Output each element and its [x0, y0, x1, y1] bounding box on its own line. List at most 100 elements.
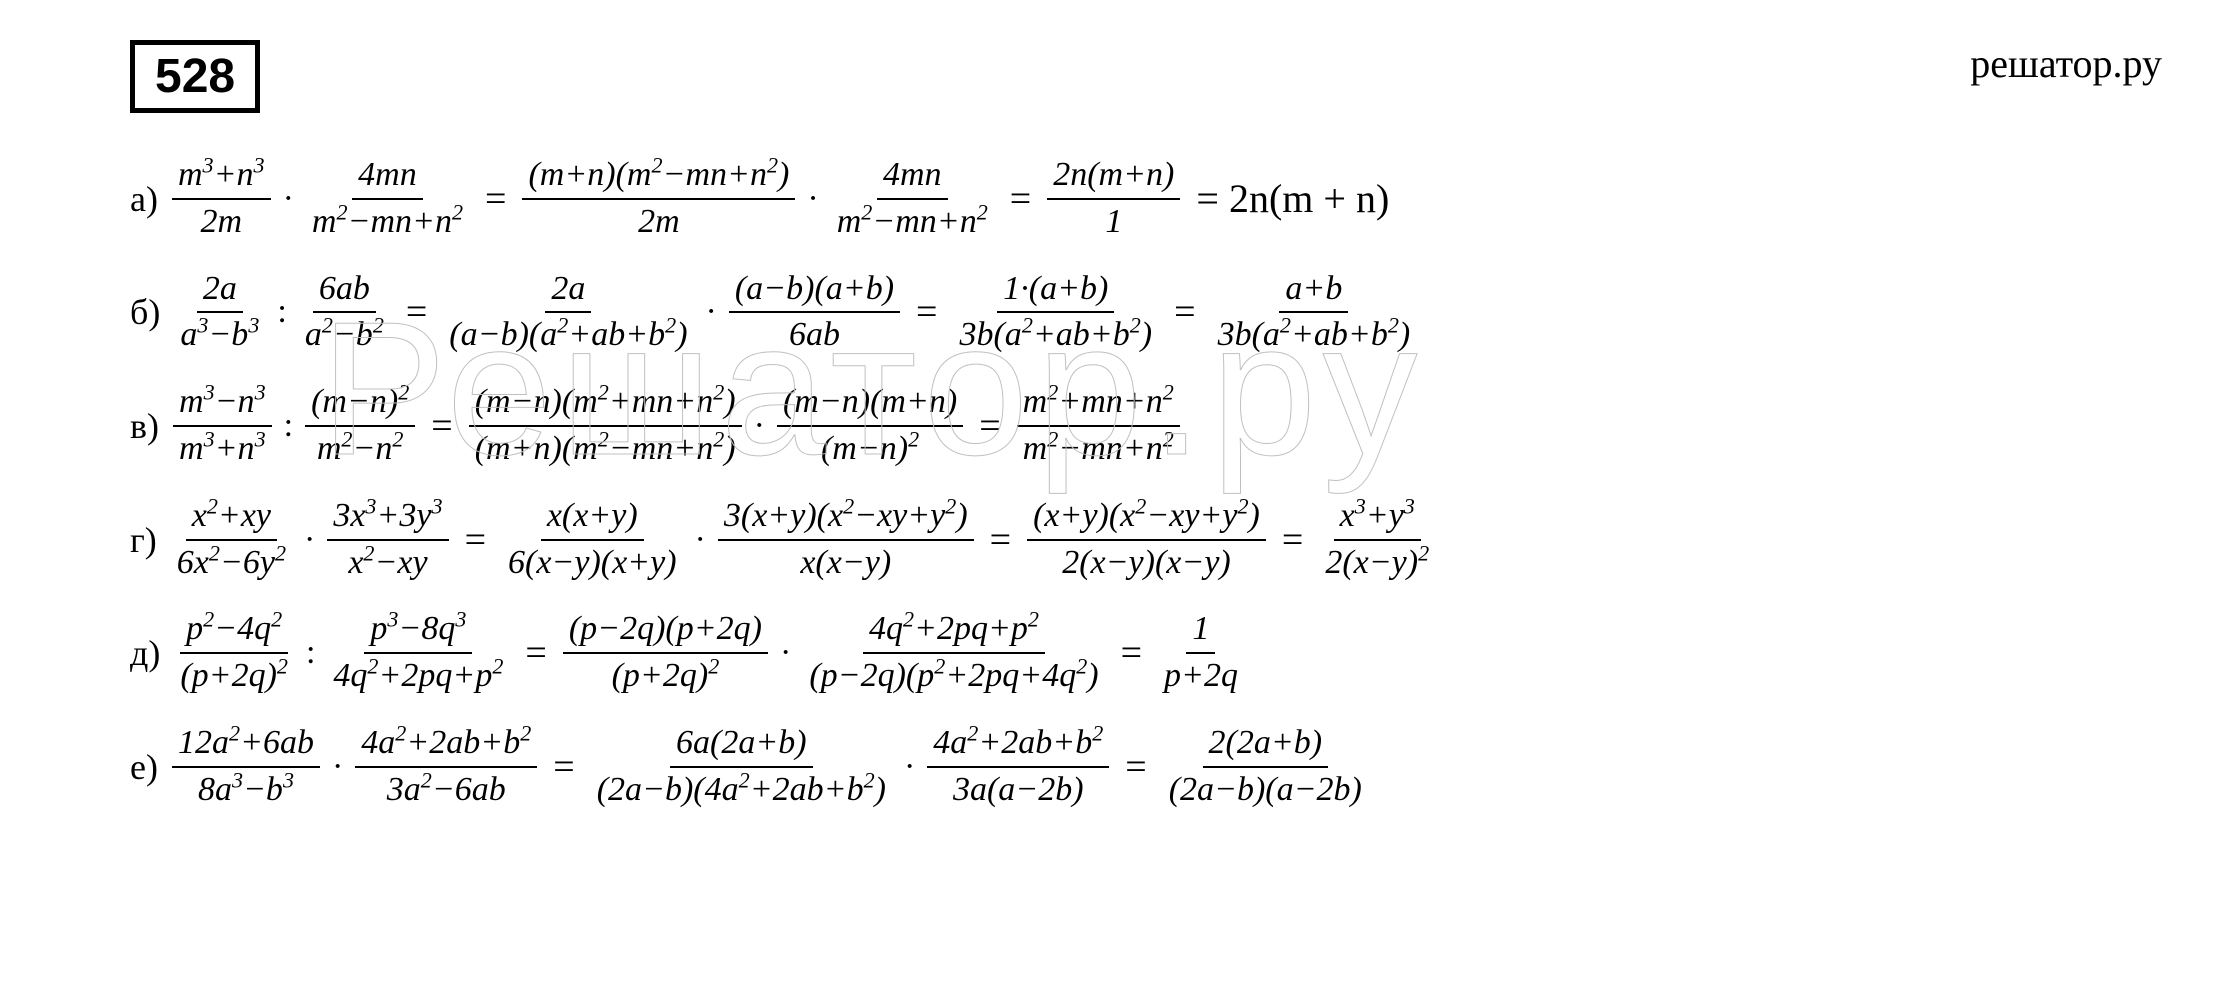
fraction: 2n(m+n)1 — [1047, 153, 1180, 245]
fraction-denominator: 2(x−y)2 — [1319, 541, 1435, 586]
equals-sign: = — [511, 631, 560, 675]
equals-sign: = — [417, 404, 466, 448]
result-expression: = 2n(m + n) — [1182, 175, 1389, 222]
equation-label: а) — [130, 178, 158, 220]
fraction-denominator: x(x−y) — [794, 541, 897, 586]
fraction-denominator: m3+n3 — [173, 427, 272, 472]
fraction: 12a2+6ab8a3−b3 — [172, 721, 320, 813]
operator: · — [322, 748, 353, 786]
fraction-numerator: 4mn — [352, 153, 423, 200]
fraction: 2(2a+b)(2a−b)(a−2b) — [1163, 721, 1368, 813]
fraction-numerator: 2a — [545, 267, 591, 314]
fraction-numerator: x(x+y) — [541, 494, 644, 541]
fraction-denominator: p+2q — [1158, 654, 1244, 699]
fraction-numerator: 6a(2a+b) — [670, 721, 813, 768]
equals-sign: = — [392, 290, 441, 334]
fraction-numerator: (m−n)2 — [305, 380, 415, 427]
fraction-numerator: 3(x+y)(x2−xy+y2) — [718, 494, 974, 541]
fraction-denominator: m2−mn+n2 — [1017, 427, 1180, 472]
equation-row: а)m3+n32m·4mnm2−mn+n2=(m+n)(m2−mn+n2)2m·… — [130, 153, 2092, 245]
fraction-numerator: m3+n3 — [172, 153, 271, 200]
fraction: x(x+y)6(x−y)(x+y) — [502, 494, 683, 586]
fraction: x3+y32(x−y)2 — [1319, 494, 1435, 586]
fraction: (m−n)(m+n)(m−n)2 — [777, 380, 963, 472]
fraction: 3(x+y)(x2−xy+y2)x(x−y) — [718, 494, 974, 586]
operator: · — [894, 748, 925, 786]
fraction-numerator: 2n(m+n) — [1047, 153, 1180, 200]
fraction-numerator: 6ab — [313, 267, 376, 314]
fraction-denominator: 4q2+2pq+p2 — [327, 654, 509, 699]
operator: · — [696, 293, 727, 331]
fraction-denominator: a3−b3 — [174, 313, 265, 358]
page-container: решатор.ру 528 Решатор.ру а)m3+n32m·4mnm… — [0, 0, 2222, 992]
fraction-numerator: (m−n)(m2+mn+n2) — [469, 380, 742, 427]
fraction: 4a2+2ab+b23a2−6ab — [355, 721, 537, 813]
fraction-numerator: (m−n)(m+n) — [777, 380, 963, 427]
fraction-numerator: (x+y)(x2−xy+y2) — [1027, 494, 1266, 541]
fraction-denominator: (p+2q)2 — [174, 654, 294, 699]
fraction: 6a(2a+b)(2a−b)(4a2+2ab+b2) — [591, 721, 892, 813]
fraction-numerator: a+b — [1279, 267, 1348, 314]
fraction: (m+n)(m2−mn+n2)2m — [522, 153, 795, 245]
equation-row: б)2aa3−b3:6aba2−b2=2a(a−b)(a2+ab+b2)·(a−… — [130, 267, 2092, 359]
equals-sign: = — [1107, 631, 1156, 675]
fraction-denominator: 6(x−y)(x+y) — [502, 541, 683, 586]
equation-row: д)p2−4q2(p+2q)2:p3−8q34q2+2pq+p2=(p−2q)(… — [130, 607, 2092, 699]
equation-label: д) — [130, 632, 160, 674]
equation-label: в) — [130, 405, 159, 447]
fraction-denominator: 3b(a2+ab+b2) — [953, 313, 1158, 358]
fraction-numerator: 1 — [1186, 607, 1215, 654]
equation-label: е) — [130, 746, 158, 788]
fraction-numerator: p2−4q2 — [180, 607, 288, 654]
fraction-denominator: 3a2−6ab — [381, 768, 512, 813]
fraction-denominator: m2−n2 — [311, 427, 410, 472]
fraction-numerator: p3−8q3 — [364, 607, 472, 654]
fraction: 1·(a+b)3b(a2+ab+b2) — [953, 267, 1158, 359]
equals-sign: = — [471, 177, 520, 221]
fraction: 4q2+2pq+p2(p−2q)(p2+2pq+4q2) — [803, 607, 1104, 699]
fraction: 1p+2q — [1158, 607, 1244, 699]
fraction-denominator: (m+n)(m2−mn+n2) — [469, 427, 742, 472]
equation-row: г)x2+xy6x2−6y2·3x3+3y3x2−xy=x(x+y)6(x−y)… — [130, 494, 2092, 586]
equals-sign: = — [965, 404, 1014, 448]
fraction: 2a(a−b)(a2+ab+b2) — [443, 267, 693, 359]
equals-sign: = — [539, 745, 588, 789]
fraction: 4mnm2−mn+n2 — [306, 153, 469, 245]
fraction-denominator: (p−2q)(p2+2pq+4q2) — [803, 654, 1104, 699]
operator: : — [267, 293, 296, 331]
fraction: 6aba2−b2 — [299, 267, 390, 359]
fraction-numerator: 4a2+2ab+b2 — [355, 721, 537, 768]
fraction-denominator: m2−mn+n2 — [831, 200, 994, 245]
fraction: x2+xy6x2−6y2 — [171, 494, 292, 586]
site-label: решатор.ру — [1970, 40, 2162, 87]
equals-sign: = — [996, 177, 1045, 221]
fraction: (p−2q)(p+2q)(p+2q)2 — [563, 607, 768, 699]
fraction-denominator: 2m — [194, 200, 248, 245]
fraction-denominator: (p+2q)2 — [606, 654, 726, 699]
fraction: (m−n)2m2−n2 — [305, 380, 415, 472]
fraction: 4a2+2ab+b23a(a−2b) — [927, 721, 1109, 813]
fraction-numerator: 12a2+6ab — [172, 721, 320, 768]
operator: · — [294, 521, 325, 559]
fraction-numerator: (p−2q)(p+2q) — [563, 607, 768, 654]
fraction-numerator: m2+mn+n2 — [1017, 380, 1180, 427]
operator: : — [296, 634, 325, 672]
fraction-denominator: (2a−b)(a−2b) — [1163, 768, 1368, 813]
fraction-denominator: 2m — [632, 200, 686, 245]
operator: · — [685, 521, 716, 559]
fraction: a+b3b(a2+ab+b2) — [1212, 267, 1417, 359]
fraction-numerator: 4q2+2pq+p2 — [863, 607, 1045, 654]
equals-sign: = — [451, 518, 500, 562]
fraction-numerator: 4mn — [877, 153, 948, 200]
fraction-numerator: 4a2+2ab+b2 — [927, 721, 1109, 768]
fraction-numerator: x3+y3 — [1334, 494, 1421, 541]
fraction: m3−n3m3+n3 — [173, 380, 272, 472]
fraction-denominator: 3b(a2+ab+b2) — [1212, 313, 1417, 358]
operator: · — [797, 180, 828, 218]
equals-sign: = — [1160, 290, 1209, 334]
fraction-denominator: 8a3−b3 — [192, 768, 300, 813]
equals-sign: = — [1111, 745, 1160, 789]
fraction: 3x3+3y3x2−xy — [327, 494, 448, 586]
operator: · — [273, 180, 304, 218]
fraction-denominator: 1 — [1099, 200, 1128, 245]
